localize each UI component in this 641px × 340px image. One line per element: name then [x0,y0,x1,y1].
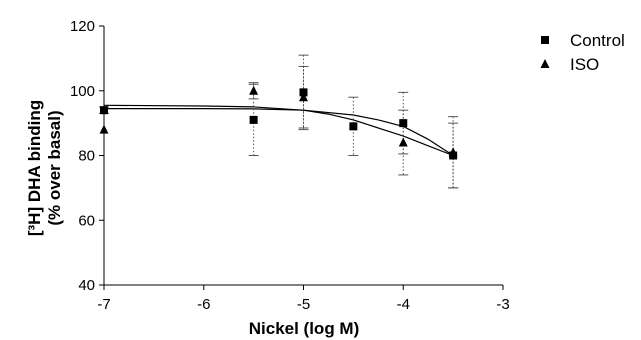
y-tick-label: 100 [70,83,95,100]
data-point-control [249,115,258,124]
data-points [99,85,458,160]
legend-label-control: Control [570,31,625,50]
x-axis-title: Nickel (log M) [249,319,360,338]
y-tick-label: 60 [78,212,95,229]
y-axis: 40 60 80 100 120 [70,18,105,294]
y-axis-title-line2: (% over basal) [45,110,64,225]
data-point-iso [398,137,408,147]
y-tick-label: 80 [78,148,95,165]
fit-curves [103,104,454,157]
x-tick-label: -3 [496,296,509,313]
legend-marker-iso [540,59,550,68]
legend-label-iso: ISO [570,55,599,74]
y-tick-label: 120 [70,18,95,35]
legend-marker-control [541,36,549,44]
x-tick-label: -4 [397,296,410,313]
y-axis-title: [³H] DHA binding (% over basal) [25,100,64,236]
data-point-iso [448,147,458,157]
data-point-iso [249,85,259,95]
x-tick-label: -5 [297,296,310,313]
data-point-control [349,122,358,131]
data-point-control [100,106,108,115]
y-tick-label: 40 [78,277,95,294]
x-tick-label: -6 [197,296,210,313]
x-axis: -7 -6 -5 -4 -3 [97,284,510,313]
fit-curve-control [104,108,454,157]
y-axis-title-line1: [³H] DHA binding [25,100,44,236]
data-point-iso [99,124,109,134]
data-point-iso [299,92,308,102]
fit-curve-iso [103,104,454,157]
data-point-control [399,119,408,128]
x-tick-label: -7 [97,296,110,313]
legend: Control ISO [540,31,625,74]
